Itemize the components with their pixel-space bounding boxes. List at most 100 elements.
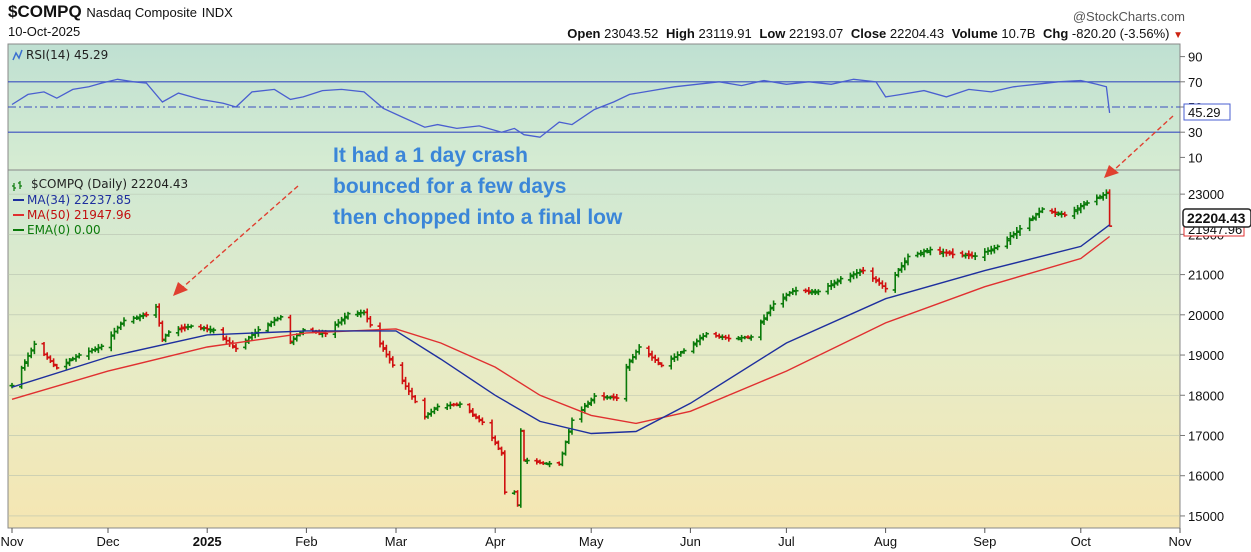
- price-bar: [9, 382, 15, 389]
- arrow-2-head: [1104, 165, 1119, 178]
- price-bar: [175, 326, 181, 337]
- price-bar: [703, 332, 709, 338]
- price-bar: [31, 340, 37, 355]
- price-bar: [342, 312, 348, 325]
- price-bar: [950, 248, 956, 259]
- price-bar: [646, 345, 652, 358]
- price-bar: [735, 336, 741, 341]
- price-bar: [355, 310, 361, 317]
- price-bar: [1033, 212, 1039, 221]
- chg-value: -820.20 (-3.56%): [1071, 26, 1170, 41]
- price-bar: [716, 333, 722, 339]
- rsi-tick-label: 90: [1188, 50, 1202, 65]
- price-bar: [479, 417, 485, 426]
- price-bar: [806, 287, 812, 295]
- high-label: High: [665, 26, 695, 41]
- price-bar: [99, 343, 105, 351]
- price-bar: [623, 363, 629, 402]
- price-bar: [499, 446, 505, 456]
- price-tick-label: 19000: [1188, 348, 1224, 363]
- price-bar: [543, 462, 549, 465]
- price-value-label: 22204.43: [1187, 210, 1246, 226]
- price-panel: [7, 169, 1181, 529]
- legend-ma34: MA(34) 22237.85: [27, 193, 131, 207]
- price-bar: [780, 293, 786, 308]
- price-bar: [745, 335, 751, 339]
- annotation: It had a 1 day crash bounced for a few d…: [333, 144, 623, 229]
- price-bar: [412, 395, 418, 404]
- rsi-legend: RSI(14) 45.29: [12, 48, 108, 62]
- price-bar: [339, 316, 345, 326]
- price-legend: $COMPQ (Daily) 22204.43 MA(34) 22237.85 …: [12, 177, 188, 237]
- ma50-line: [11, 235, 1111, 425]
- price-bar: [1039, 207, 1045, 214]
- x-tick-label: Feb: [295, 534, 317, 549]
- x-tick-label: Apr: [485, 534, 506, 549]
- price-bar: [367, 315, 373, 328]
- x-tick-label: Mar: [385, 534, 408, 549]
- price-bar: [134, 315, 140, 321]
- price-bar: [655, 357, 661, 366]
- price-bar: [905, 253, 911, 266]
- price-bar: [847, 272, 853, 283]
- price-bar: [627, 358, 633, 371]
- price-bar: [1017, 225, 1023, 236]
- price-bar: [588, 397, 594, 407]
- ohlc-bar: Open 23043.52 High 23119.91 Low 22193.07…: [567, 26, 1183, 41]
- price-bar: [198, 324, 204, 331]
- price-tick-label: 21000: [1188, 268, 1224, 283]
- price-bar: [614, 393, 620, 402]
- open-label: Open: [567, 26, 601, 41]
- price-tick-label: 15000: [1188, 509, 1224, 524]
- price-bar: [502, 450, 508, 495]
- symbol: $COMPQ: [8, 2, 82, 21]
- price-bar: [1027, 217, 1033, 232]
- price-bar: [828, 280, 834, 290]
- annotation-arrows: [181, 115, 1174, 289]
- price-gridlines: [8, 193, 1180, 517]
- price-bar: [140, 312, 146, 320]
- legend-main: $COMPQ (Daily) 22204.43: [31, 177, 188, 191]
- price-bar: [473, 413, 479, 420]
- price-bar: [927, 246, 933, 256]
- price-bar: [233, 343, 239, 352]
- price-bar: [435, 403, 441, 412]
- x-tick-label: Nov: [1168, 534, 1192, 549]
- x-tick-label: Jun: [680, 534, 701, 549]
- price-bar: [582, 402, 588, 414]
- price-bar: [812, 288, 818, 295]
- price-bar: [809, 289, 815, 296]
- price-bar: [143, 311, 149, 318]
- legend-ema: EMA(0) 0.00: [27, 223, 101, 237]
- price-bar: [51, 358, 57, 368]
- price-value-tag: 22204.43: [1182, 208, 1251, 228]
- price-bar: [22, 359, 28, 371]
- price-bar: [963, 252, 969, 259]
- price-bar: [470, 408, 476, 417]
- price-bar: [492, 435, 498, 446]
- price-bar: [591, 393, 597, 404]
- price-bar: [287, 314, 293, 345]
- price-bar: [697, 334, 703, 346]
- price-bar: [1084, 200, 1090, 206]
- price-tick-label: 23000: [1188, 187, 1224, 202]
- chart-header: $COMPQ Nasdaq Composite INDX: [8, 2, 233, 22]
- price-bar: [918, 250, 924, 257]
- price-bar: [1097, 194, 1103, 200]
- price-bar: [431, 406, 437, 415]
- price-bar: [271, 316, 277, 326]
- price-bar: [748, 334, 754, 341]
- rsi-chart-icon: [12, 49, 23, 61]
- price-bar: [636, 344, 642, 355]
- price-bar: [1062, 211, 1068, 218]
- volume-label: Volume: [951, 26, 998, 41]
- price-bar: [179, 324, 185, 333]
- price-bar: [726, 334, 732, 342]
- price-tick-label: 17000: [1188, 428, 1224, 443]
- price-bar: [521, 429, 527, 462]
- price-bar: [793, 286, 799, 296]
- exchange: INDX: [201, 5, 233, 20]
- price-bar: [166, 330, 172, 337]
- price-bar: [947, 250, 953, 256]
- price-bar: [815, 289, 821, 296]
